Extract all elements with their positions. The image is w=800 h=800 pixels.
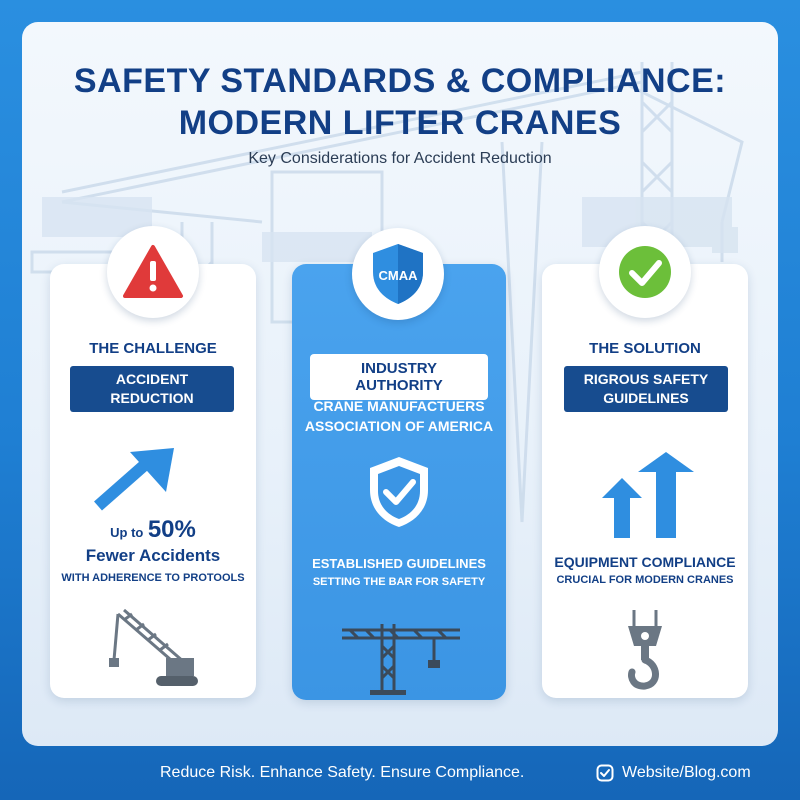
authority-card: INDUSTRY AUTHORITY CRANE MANUFACTUERS AS… [292,264,506,700]
title-line-2: MODERN LIFTER CRANES [178,104,622,142]
crane-hook-icon [628,610,662,690]
authority-line-1: ESTABLISHED GUIDELINES [312,556,486,571]
solution-pill-line-1: RIGROUS SAFETY [583,371,709,387]
stat-label: Fewer Accidents [85,546,221,565]
link-badge-icon [596,764,614,782]
cmaa-shield-icon: CMAA [373,244,423,304]
page-title: SAFETY STANDARDS & COMPLIANCE: MODERN LI… [22,60,778,144]
growth-arrows-icon [602,452,694,538]
infographic-panel: SAFETY STANDARDS & COMPLIANCE: MODERN LI… [22,22,778,746]
authority-name: CRANE MANUFACTUERS ASSOCIATION OF AMERIC… [292,396,506,436]
solution-line-2: CRUCIAL FOR MODERN CRANES [556,574,734,586]
trend-up-arrow-icon [94,448,174,511]
crawler-crane-icon [109,608,198,686]
tower-crane-icon [342,624,460,695]
stat-prefix: Up to [110,525,144,540]
shield-check-icon [370,457,428,527]
authority-badge: CMAA [352,228,444,320]
solution-heading: THE SOLUTION [589,340,701,357]
checkmark-icon [619,246,671,298]
challenge-badge [107,226,199,318]
authority-line-2: SETTING THE BAR FOR SAFETY [312,576,486,588]
footer-link[interactable]: Website/Blog.com [596,764,751,782]
solution-pill-line-2: GUIDELINES [603,390,689,406]
footer-tagline: Reduce Risk. Enhance Safety. Ensure Comp… [160,764,525,781]
solution-card: THE SOLUTION RIGROUS SAFETY GUIDELINES E… [542,264,748,698]
challenge-pill-line-1: ACCIDENT [115,371,189,387]
solution-pill: RIGROUS SAFETY GUIDELINES [564,366,728,412]
challenge-pill: ACCIDENT REDUCTION [70,366,234,412]
authority-name-line-2: ASSOCIATION OF AMERICA [304,418,494,434]
footer-link-text[interactable]: Website/Blog.com [622,764,751,781]
stat-note: WITH ADHERENCE TO PROTOOLS [61,572,245,584]
challenge-pill-line-2: REDUCTION [110,390,194,406]
title-line-1: SAFETY STANDARDS & COMPLIANCE: [73,62,727,100]
challenge-stat: Up to 50% [50,516,256,544]
challenge-heading: THE CHALLENGE [89,340,217,357]
page-subtitle: Key Considerations for Accident Reductio… [248,150,552,167]
authority-heading: INDUSTRY AUTHORITY [310,354,488,400]
solution-badge [599,226,691,318]
cmaa-badge-text: CMAA [379,268,419,283]
solution-line-1: EQUIPMENT COMPLIANCE [554,554,736,570]
warning-icon [123,245,183,298]
challenge-card: THE CHALLENGE ACCIDENT REDUCTION Up to 5… [50,264,256,698]
authority-name-line-1: CRANE MANUFACTUERS [313,398,485,414]
stat-value: 50% [147,516,196,543]
